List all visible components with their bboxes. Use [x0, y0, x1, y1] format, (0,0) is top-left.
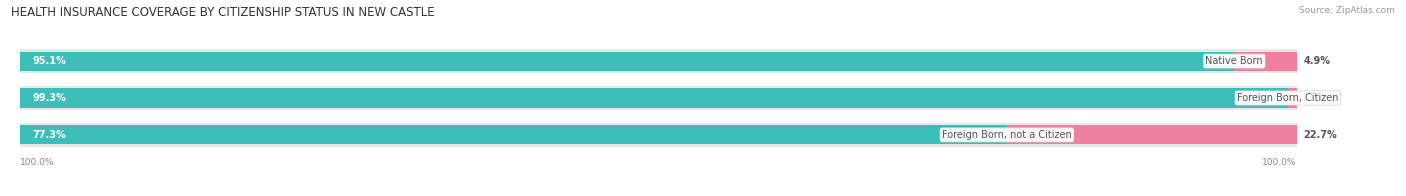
Text: Native Born: Native Born	[1205, 56, 1263, 66]
Text: HEALTH INSURANCE COVERAGE BY CITIZENSHIP STATUS IN NEW CASTLE: HEALTH INSURANCE COVERAGE BY CITIZENSHIP…	[11, 6, 434, 19]
Text: 22.7%: 22.7%	[1303, 130, 1337, 140]
Bar	[20, 125, 1007, 144]
Text: 0.74%: 0.74%	[1303, 93, 1337, 103]
Bar	[1288, 88, 1298, 108]
Bar	[20, 49, 1296, 73]
Text: 4.9%: 4.9%	[1303, 56, 1330, 66]
Text: Source: ZipAtlas.com: Source: ZipAtlas.com	[1299, 6, 1395, 15]
Text: 95.1%: 95.1%	[32, 56, 66, 66]
Bar	[1007, 125, 1296, 144]
Bar	[20, 123, 1296, 147]
Text: 100.0%: 100.0%	[1263, 158, 1296, 167]
Bar	[1234, 52, 1296, 71]
Text: Foreign Born, not a Citizen: Foreign Born, not a Citizen	[942, 130, 1071, 140]
Text: 100.0%: 100.0%	[20, 158, 55, 167]
Bar	[20, 52, 1234, 71]
Bar	[20, 86, 1296, 110]
Bar	[20, 88, 1288, 108]
Text: 99.3%: 99.3%	[32, 93, 66, 103]
Text: 77.3%: 77.3%	[32, 130, 66, 140]
Text: Foreign Born, Citizen: Foreign Born, Citizen	[1237, 93, 1339, 103]
